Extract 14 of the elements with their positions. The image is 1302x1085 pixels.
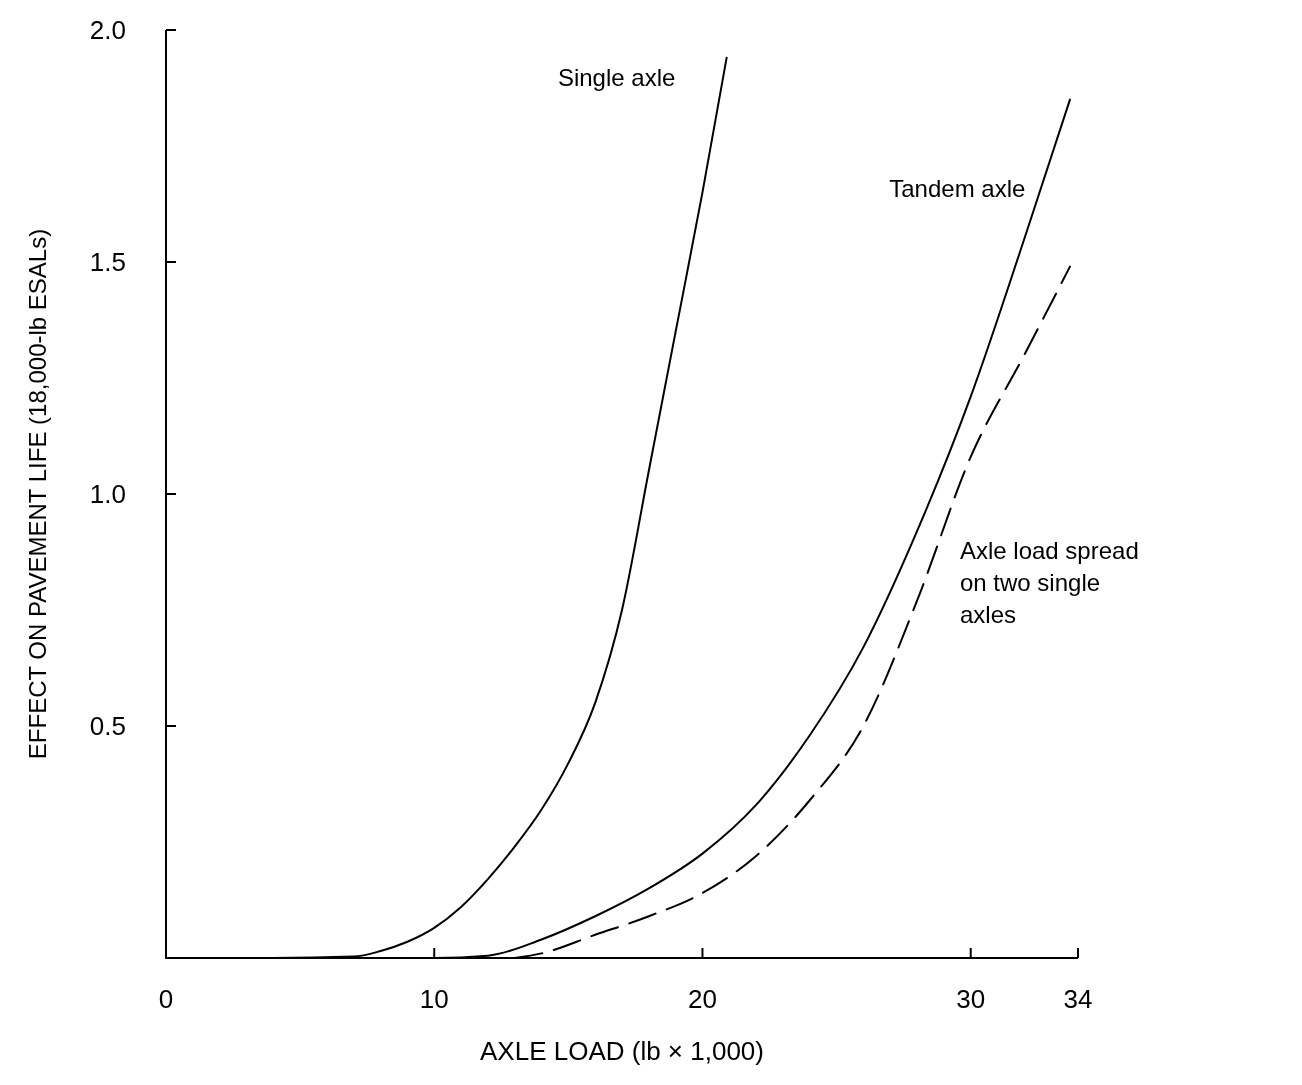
y-tick-label: 1.0 <box>89 479 126 510</box>
x-tick-label: 10 <box>419 984 449 1014</box>
y-axis-title: EFFECT ON PAVEMENT LIFE (18,000-lb ESALs) <box>24 228 51 760</box>
series-label: Axle load spread on two single axles <box>959 536 1139 628</box>
y-tick-label: 0.5 <box>89 711 126 742</box>
x-tick-label: 0 <box>158 984 174 1014</box>
x-tick-label: 30 <box>956 984 986 1014</box>
x-tick-label: 34 <box>1063 984 1093 1014</box>
y-tick-label: 1.5 <box>89 247 126 278</box>
series-label: Single axle <box>557 63 676 91</box>
x-axis-title: AXLE LOAD (lb × 1,000) <box>480 1036 764 1066</box>
x-tick-label: 20 <box>688 984 717 1014</box>
series-label: Tandem axle <box>889 175 1026 203</box>
y-tick-label: 2.0 <box>89 15 126 46</box>
